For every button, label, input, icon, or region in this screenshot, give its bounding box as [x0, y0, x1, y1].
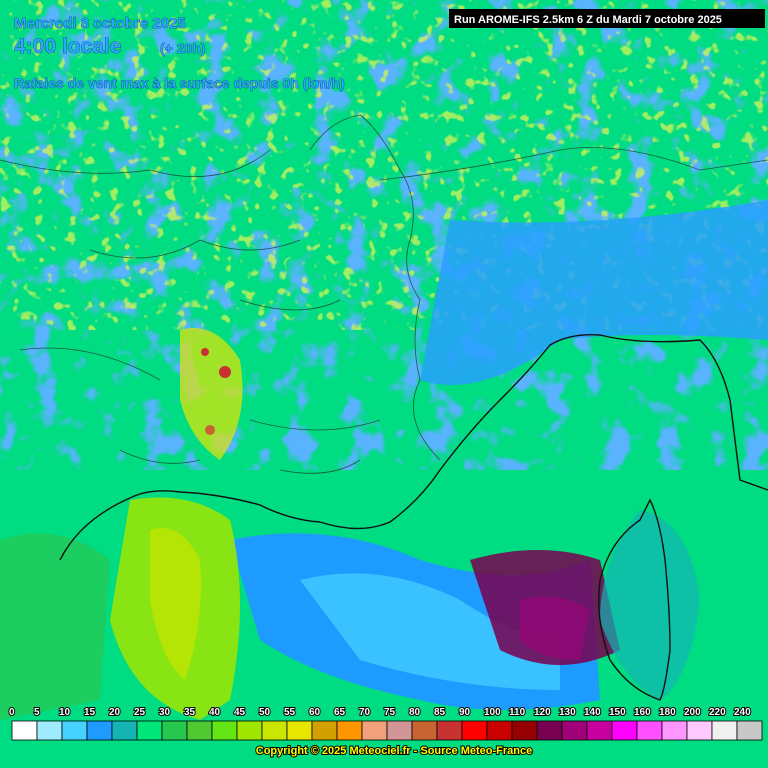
legend-label: 40: [209, 707, 221, 718]
run-info: Run AROME-IFS 2.5km 6 Z du Mardi 7 octob…: [454, 14, 722, 26]
legend-label: 80: [409, 707, 421, 718]
legend-swatch: [611, 720, 638, 741]
legend-label: 150: [609, 707, 626, 718]
header: Mercredi 8 octobre 2025 4:00 locale (+ 2…: [14, 9, 765, 91]
legend-swatch: [436, 720, 463, 741]
legend-label: 30: [159, 707, 171, 718]
legend-swatch: [36, 720, 63, 741]
legend-swatch: [711, 720, 738, 741]
legend-label: 45: [234, 707, 246, 718]
legend-swatch: [11, 720, 38, 741]
legend-swatch: [311, 720, 338, 741]
legend-swatch: [136, 720, 163, 741]
lead-time: (+ 20h): [160, 40, 206, 56]
legend: 0 5 10 15 20 25 30 35 40 45 50 55 60 65 70 75 80 85 90 100 1…: [8, 706, 763, 741]
legend-swatch: [186, 720, 213, 741]
legend-swatch: [86, 720, 113, 741]
forecast-date: Mercredi 8 octobre 2025: [14, 15, 186, 32]
legend-swatch: [211, 720, 238, 741]
legend-swatch: [561, 720, 588, 741]
legend-label: 35: [184, 707, 196, 718]
legend-swatch: [61, 720, 88, 741]
legend-swatch: [261, 720, 288, 741]
legend-label: 5: [34, 707, 40, 718]
legend-swatch: [686, 720, 713, 741]
legend-swatch: [386, 720, 413, 741]
legend-swatch: [661, 720, 688, 741]
legend-label: 100: [484, 707, 501, 718]
legend-label: 130: [559, 707, 576, 718]
legend-swatch: [586, 720, 613, 741]
legend-swatch: [336, 720, 363, 741]
legend-label: 110: [509, 707, 526, 718]
legend-swatch: [236, 720, 263, 741]
legend-label: 20: [109, 707, 121, 718]
legend-swatch: [161, 720, 188, 741]
legend-swatch: [111, 720, 138, 741]
copyright: Copyright © 2025 Meteociel.fr - Source M…: [256, 745, 532, 757]
legend-label: 200: [684, 707, 701, 718]
legend-label: 90: [459, 707, 471, 718]
legend-swatch: [636, 720, 663, 741]
legend-label: 85: [434, 707, 446, 718]
legend-label: 55: [284, 707, 296, 718]
legend-label: 60: [309, 707, 321, 718]
legend-label: 75: [384, 707, 396, 718]
legend-label: 180: [659, 707, 676, 718]
legend-swatch: [461, 720, 488, 741]
legend-label: 10: [59, 707, 71, 718]
legend-swatch: [736, 720, 763, 741]
legend-label: 15: [84, 707, 96, 718]
legend-swatch: [486, 720, 513, 741]
legend-swatch: [536, 720, 563, 741]
legend-label: 160: [634, 707, 651, 718]
legend-label: 25: [134, 707, 146, 718]
legend-swatch: [511, 720, 538, 741]
legend-swatch: [286, 720, 313, 741]
legend-label: 50: [259, 707, 271, 718]
local-time: 4:00 locale: [14, 35, 121, 58]
legend-label: 120: [534, 707, 551, 718]
map-title: Rafales de vent max à la surface depuis …: [14, 75, 345, 91]
legend-label: 140: [584, 707, 601, 718]
legend-label: 65: [334, 707, 346, 718]
legend-label: 0: [9, 707, 15, 718]
legend-label: 240: [734, 707, 751, 718]
legend-swatch: [411, 720, 438, 741]
coastlines: [0, 114, 768, 701]
legend-label: 220: [709, 707, 726, 718]
legend-label: 70: [359, 707, 371, 718]
legend-swatch: [361, 720, 388, 741]
run-box: [449, 9, 765, 28]
